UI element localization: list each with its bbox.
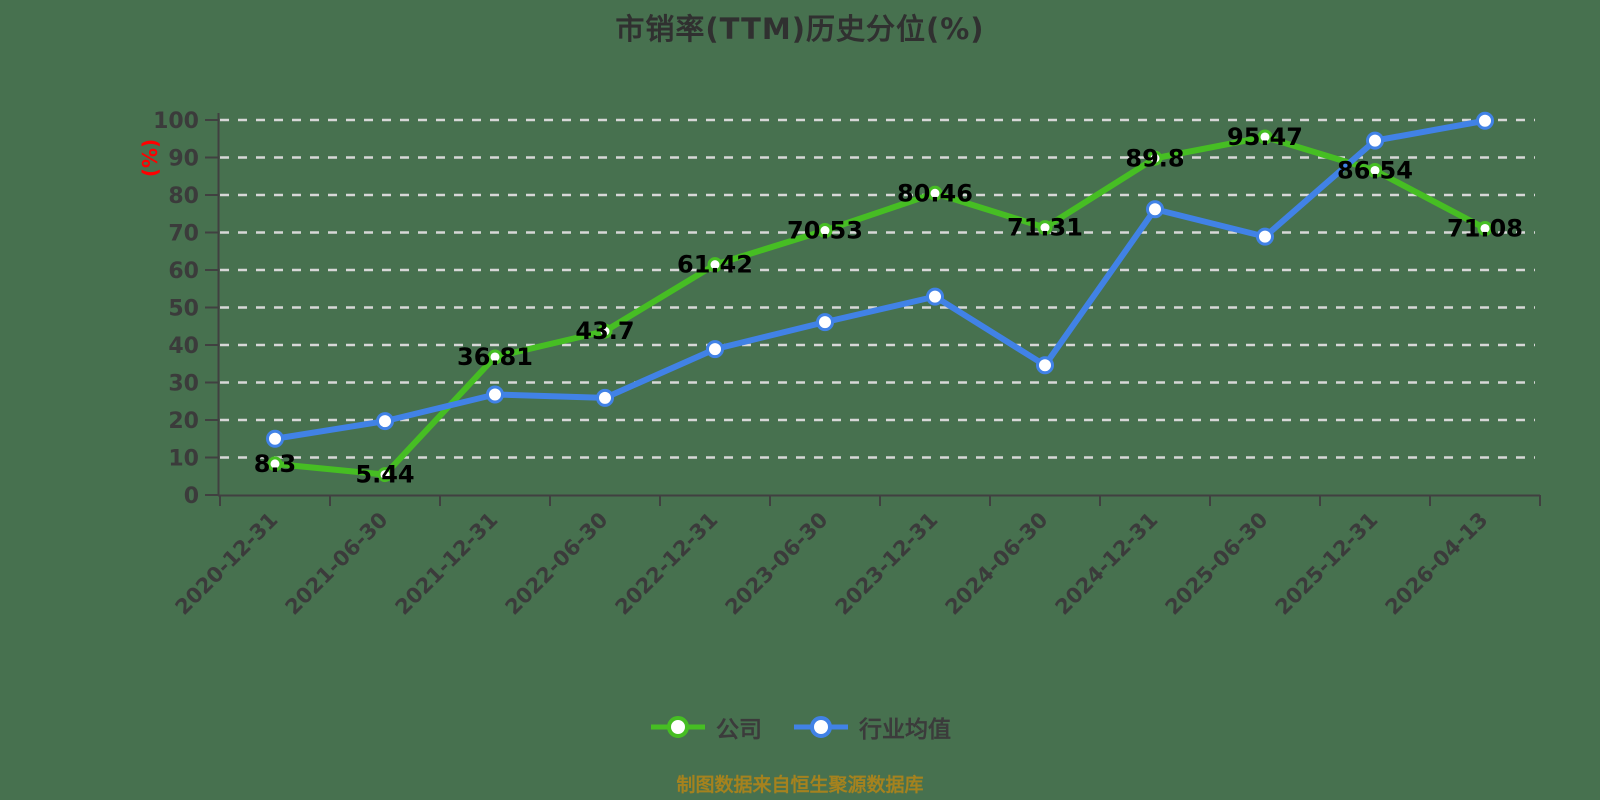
svg-text:100: 100 [153,109,199,134]
svg-text:50: 50 [168,297,199,322]
legend-item-industry-average[interactable]: 行业均值 [792,710,951,744]
svg-text:2021-12-31: 2021-12-31 [391,508,503,620]
svg-text:90: 90 [168,147,199,172]
svg-text:(%): (%) [138,139,162,177]
svg-text:95.47: 95.47 [1227,123,1303,151]
svg-text:2022-12-31: 2022-12-31 [611,508,723,620]
legend-label-company: 公司 [716,717,762,743]
svg-text:80: 80 [168,184,199,209]
svg-text:70.53: 70.53 [787,217,863,245]
chart-title: 市销率(TTM)历史分位(%) [615,12,985,46]
svg-text:5.44: 5.44 [355,461,414,489]
svg-text:2023-12-31: 2023-12-31 [831,508,943,620]
svg-text:2024-12-31: 2024-12-31 [1051,508,1163,620]
industry-average-line-marker-icon [794,716,848,738]
legend-item-company[interactable]: 公司 [649,710,762,744]
svg-text:71.31: 71.31 [1007,214,1083,242]
svg-text:60: 60 [168,259,199,284]
svg-text:86.54: 86.54 [1337,156,1413,184]
svg-text:8.3: 8.3 [254,450,297,478]
svg-text:2023-06-30: 2023-06-30 [721,508,833,620]
svg-text:20: 20 [168,409,199,434]
legend-label-industry-average: 行业均值 [859,717,951,743]
chart-legend: 公司 行业均值 [0,710,1600,744]
svg-text:2024-06-30: 2024-06-30 [941,508,1053,620]
svg-text:43.7: 43.7 [575,317,634,345]
svg-text:2025-12-31: 2025-12-31 [1271,508,1383,620]
data-source-note: 制图数据来自恒生聚源数据库 [676,774,924,796]
svg-text:2025-06-30: 2025-06-30 [1161,508,1273,620]
svg-text:40: 40 [168,334,199,359]
svg-text:0: 0 [184,484,199,509]
svg-text:2020-12-31: 2020-12-31 [171,508,283,620]
svg-text:71.08: 71.08 [1447,214,1523,242]
svg-text:2021-06-30: 2021-06-30 [281,508,393,620]
svg-text:36.81: 36.81 [457,343,533,371]
company-line-marker-icon [651,716,705,738]
svg-text:89.8: 89.8 [1125,144,1184,172]
svg-text:70: 70 [168,222,199,247]
svg-text:2022-06-30: 2022-06-30 [501,508,613,620]
svg-text:10: 10 [168,447,199,472]
svg-text:80.46: 80.46 [897,179,973,207]
svg-text:61.42: 61.42 [677,251,753,279]
svg-text:2026-04-13: 2026-04-13 [1381,508,1493,620]
svg-text:30: 30 [168,372,199,397]
